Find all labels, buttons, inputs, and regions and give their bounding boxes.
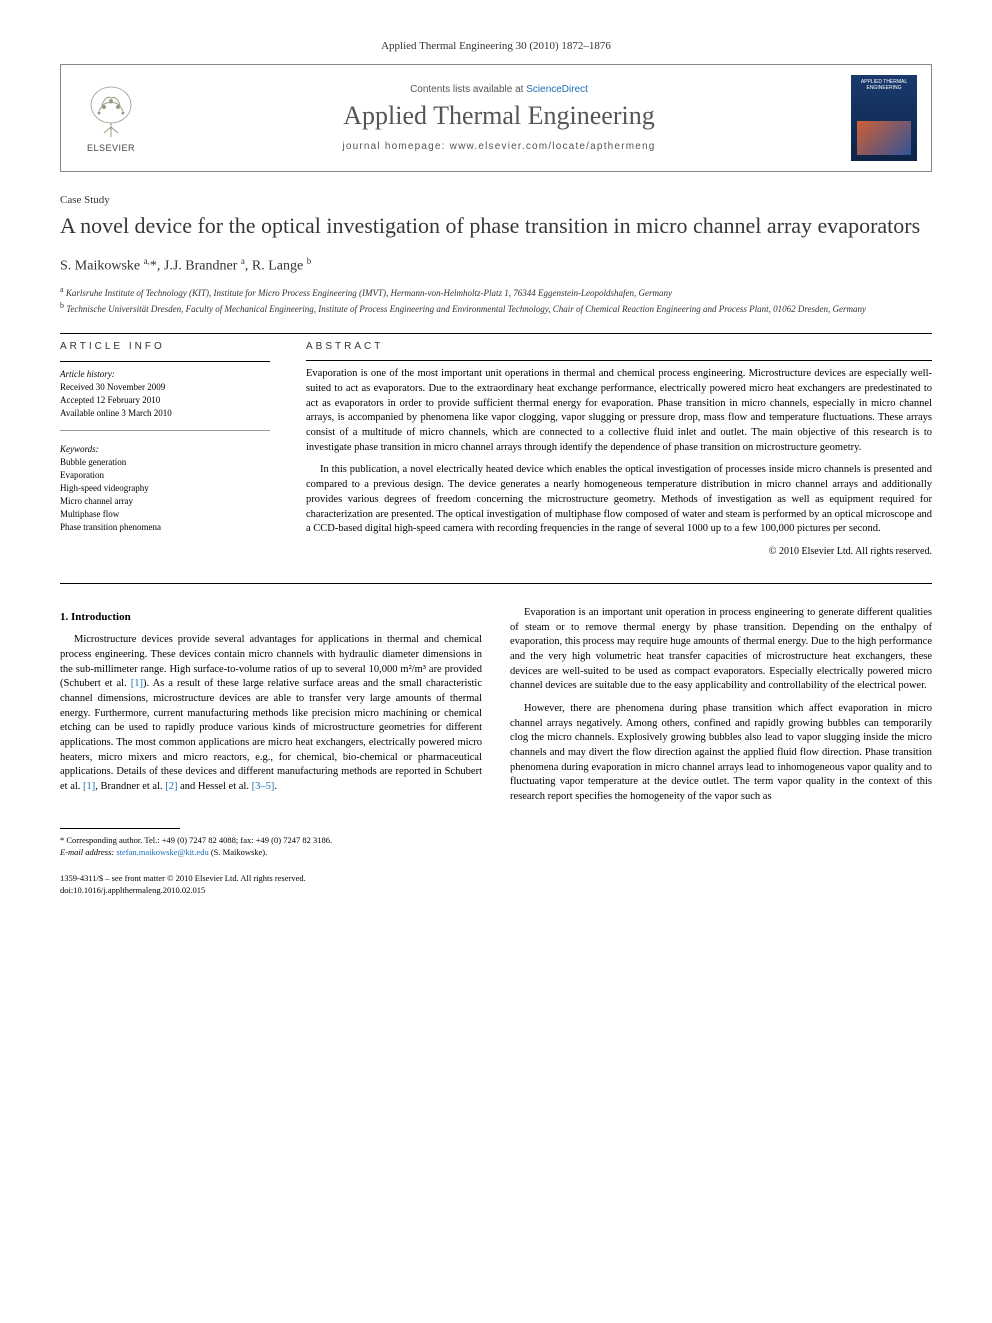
body-text: 1. Introduction Microstructure devices p…: [60, 606, 932, 808]
article-info-column: ARTICLE INFO Article history: Received 3…: [60, 340, 270, 559]
abstract-heading: ABSTRACT: [306, 340, 932, 354]
keywords-label: Keywords:: [60, 443, 270, 456]
keyword: Bubble generation: [60, 456, 270, 469]
sciencedirect-link[interactable]: ScienceDirect: [526, 84, 588, 95]
history-line: Received 30 November 2009: [60, 381, 270, 394]
ref-link[interactable]: [3–5]: [252, 781, 275, 792]
intro-heading: 1. Introduction: [60, 610, 482, 625]
abstract-p2: In this publication, a novel electricall…: [306, 463, 932, 536]
ref-link[interactable]: [1]: [83, 781, 95, 792]
corresponding-author: * Corresponding author. Tel.: +49 (0) 72…: [60, 835, 932, 859]
keyword: Micro channel array: [60, 495, 270, 508]
authors: S. Maikowske a,*, J.J. Brandner a, R. La…: [60, 256, 932, 275]
journal-citation: Applied Thermal Engineering 30 (2010) 18…: [60, 40, 932, 52]
abstract-p1: Evaporation is one of the most important…: [306, 367, 932, 455]
keyword: Multiphase flow: [60, 508, 270, 521]
history-line: Available online 3 March 2010: [60, 407, 270, 420]
journal-homepage: journal homepage: www.elsevier.com/locat…: [165, 141, 833, 152]
ref-link[interactable]: [2]: [165, 781, 177, 792]
journal-header-box: ELSEVIER Contents lists available at Sci…: [60, 64, 932, 172]
keyword: Evaporation: [60, 469, 270, 482]
article-info-heading: ARTICLE INFO: [60, 340, 270, 355]
journal-name: Applied Thermal Engineering: [165, 101, 833, 131]
rule-mid: [60, 583, 932, 584]
intro-p3: However, there are phenomena during phas…: [510, 702, 932, 805]
history-line: Accepted 12 February 2010: [60, 394, 270, 407]
elsevier-label: ELSEVIER: [87, 143, 135, 153]
abstract-column: ABSTRACT Evaporation is one of the most …: [306, 340, 932, 559]
footnote-rule: [60, 828, 180, 829]
article-title: A novel device for the optical investiga…: [60, 212, 932, 240]
keyword: High-speed videography: [60, 482, 270, 495]
abstract-copyright: © 2010 Elsevier Ltd. All rights reserved…: [306, 545, 932, 559]
keyword: Phase transition phenomena: [60, 521, 270, 534]
history-label: Article history:: [60, 368, 270, 381]
email-link[interactable]: stefan.maikowske@kit.edu: [116, 847, 208, 857]
elsevier-logo: ELSEVIER: [75, 77, 147, 159]
rule-top: [60, 333, 932, 334]
doi-line: doi:10.1016/j.applthermaleng.2010.02.015: [60, 885, 932, 897]
homepage-url[interactable]: www.elsevier.com/locate/apthermeng: [450, 141, 656, 152]
journal-cover-thumbnail: APPLIED THERMAL ENGINEERING: [851, 75, 917, 161]
issn-line: 1359-4311/$ – see front matter © 2010 El…: [60, 873, 932, 885]
intro-p2: Evaporation is an important unit operati…: [510, 606, 932, 694]
article-type: Case Study: [60, 194, 932, 206]
affiliations: a Karlsruhe Institute of Technology (KIT…: [60, 284, 932, 315]
intro-p1: Microstructure devices provide several a…: [60, 633, 482, 795]
ref-link[interactable]: [1]: [131, 678, 143, 689]
contents-available-line: Contents lists available at ScienceDirec…: [165, 84, 833, 95]
elsevier-tree-icon: [84, 83, 138, 141]
